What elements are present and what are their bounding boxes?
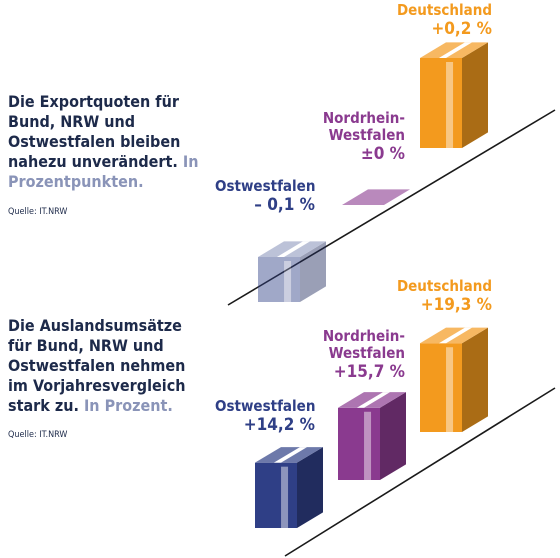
box-label: Deutschland +0,2 % (397, 2, 492, 40)
value-label: ±0 % (360, 144, 405, 164)
box (420, 42, 488, 148)
box-front (258, 257, 300, 302)
box-tape (276, 241, 311, 257)
category-label: Ostwestfalen (215, 177, 316, 195)
box-label: Deutschland +19,3 % (397, 278, 492, 316)
title-text: Die Auslandsumsätze für Bund, NRW und Os… (8, 316, 186, 415)
value-label: – 0,1 % (254, 195, 315, 215)
box (255, 447, 323, 528)
category-label: Deutschland (396, 277, 492, 295)
source: Quelle: IT.NRW (8, 430, 68, 440)
box-label: Ostwestfalen – 0,1 % (215, 178, 315, 216)
box-front (338, 407, 380, 480)
value-label: +15,7 % (333, 362, 405, 382)
box-stripe (281, 466, 289, 528)
chart-title: Die Exportquoten für Bund, NRW und Ostwe… (8, 92, 208, 192)
box-side (380, 392, 406, 480)
box-stripe (446, 62, 454, 148)
box (420, 327, 488, 432)
category-label: Deutschland (396, 1, 492, 19)
category-label: Nordrhein-Westfalen (322, 109, 405, 144)
box (258, 241, 326, 302)
value-label: +19,3 % (420, 295, 492, 315)
box-side (462, 42, 488, 148)
box-stripe (446, 347, 454, 432)
box-front (420, 343, 462, 432)
box-side (297, 447, 323, 528)
value-label: +14,2 % (243, 415, 315, 435)
category-label: Ostwestfalen (215, 397, 316, 415)
box-label: Ostwestfalen +14,2 % (215, 398, 315, 436)
baseline (284, 387, 556, 557)
box-tape (438, 327, 473, 344)
box (338, 392, 406, 480)
value-label: +0,2 % (431, 19, 492, 39)
box-stripe (284, 261, 292, 302)
box-label: Nordrhein-Westfalen +15,7 % (305, 328, 405, 383)
box-side (300, 241, 326, 302)
box-front (255, 462, 297, 528)
chart-title: Die Auslandsumsätze für Bund, NRW und Os… (8, 316, 208, 416)
box-stripe (364, 411, 372, 480)
box-top (342, 189, 410, 205)
unit-note: In Prozent. (83, 396, 173, 415)
box-tape (438, 42, 473, 58)
baseline (227, 109, 556, 306)
box (342, 189, 410, 205)
title-text: Die Exportquoten für Bund, NRW und Ostwe… (8, 92, 181, 171)
box-side (462, 327, 488, 432)
box-tape (273, 447, 308, 463)
box-tape (356, 392, 391, 408)
category-label: Nordrhein-Westfalen (322, 327, 405, 362)
box-front (420, 58, 462, 148)
source: Quelle: IT.NRW (8, 207, 68, 217)
unit-note: In Prozentpunkten. (8, 152, 199, 191)
box-top (258, 241, 326, 257)
box-label: Nordrhein-Westfalen ±0 % (305, 110, 405, 165)
